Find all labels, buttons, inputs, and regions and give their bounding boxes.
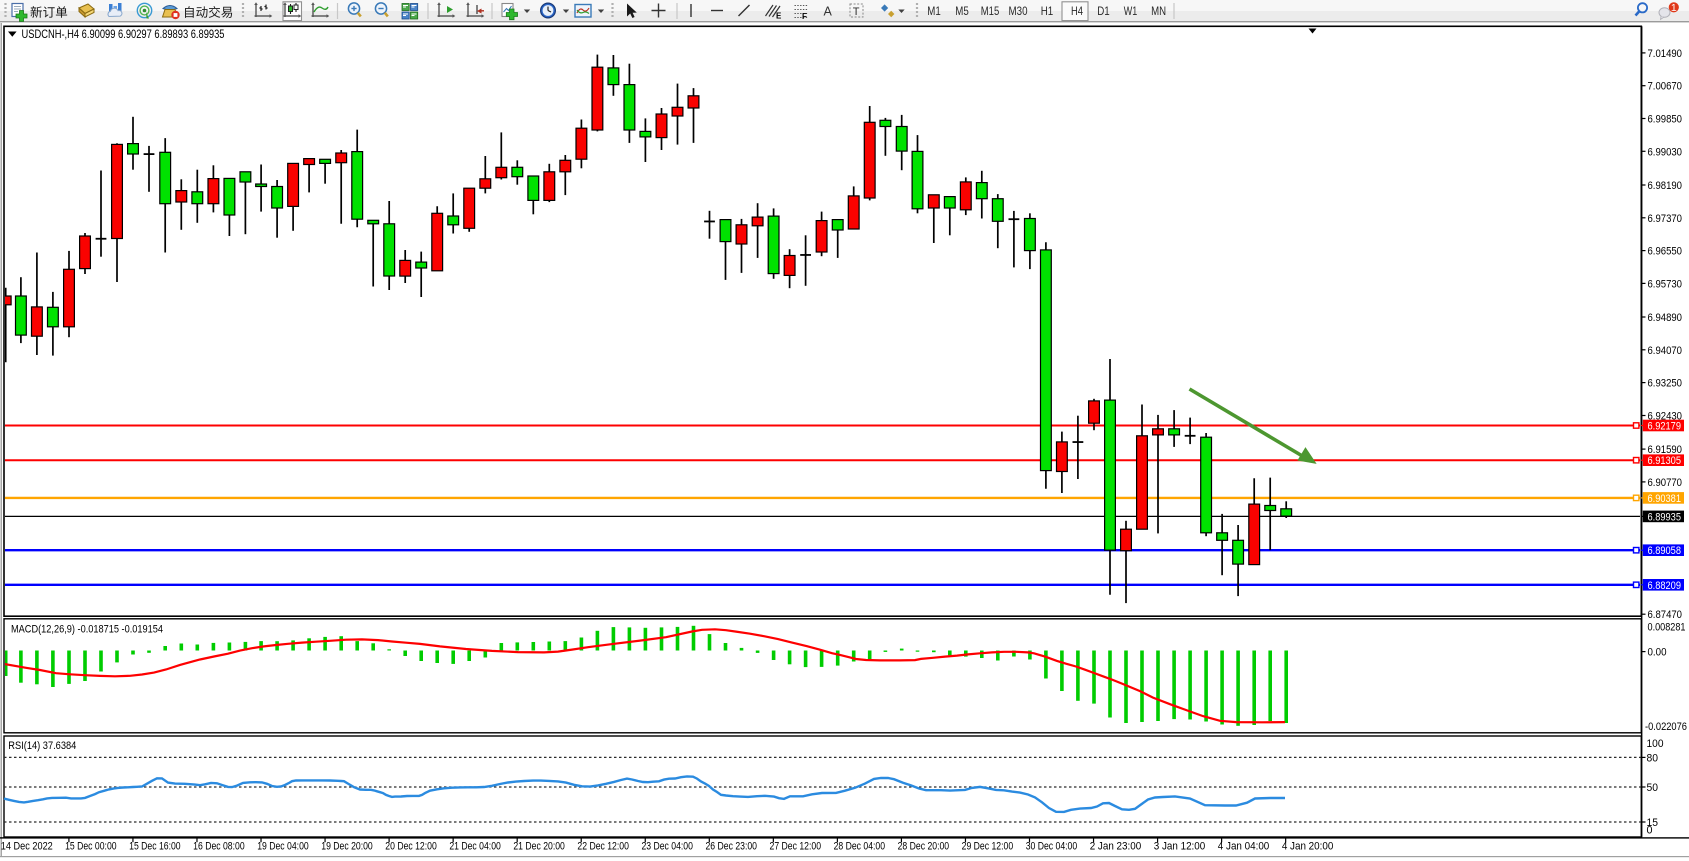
svg-text:3 Jan 12:00: 3 Jan 12:00 [1154, 840, 1206, 852]
svg-text:6.89058: 6.89058 [1648, 545, 1682, 557]
svg-text:50: 50 [1647, 782, 1659, 794]
svg-text:6.99030: 6.99030 [1648, 146, 1683, 158]
svg-text:6.91305: 6.91305 [1648, 455, 1682, 467]
svg-text:W1: W1 [1124, 4, 1138, 18]
svg-text:6.98190: 6.98190 [1648, 180, 1683, 192]
svg-text:6.88209: 6.88209 [1648, 580, 1682, 592]
svg-text:16 Dec 08:00: 16 Dec 08:00 [193, 840, 245, 852]
svg-text:MACD(12,26,9) -0.018715 -0.019: MACD(12,26,9) -0.018715 -0.019154 [11, 623, 163, 635]
svg-text:15 Dec 16:00: 15 Dec 16:00 [129, 840, 181, 852]
svg-text:14 Dec 2022: 14 Dec 2022 [1, 840, 53, 852]
svg-text:M30: M30 [1009, 4, 1028, 18]
svg-text:A: A [824, 5, 833, 19]
svg-text:7.01490: 7.01490 [1648, 48, 1683, 60]
svg-text:MN: MN [1151, 4, 1166, 18]
svg-text:21 Dec 04:00: 21 Dec 04:00 [449, 840, 501, 852]
svg-text:E: E [776, 12, 782, 21]
svg-text:21 Dec 20:00: 21 Dec 20:00 [513, 840, 565, 852]
svg-text:-0.022076: -0.022076 [1645, 721, 1687, 733]
svg-text:6.97370: 6.97370 [1648, 213, 1683, 225]
svg-text:1: 1 [1671, 2, 1677, 14]
svg-text:26 Dec 23:00: 26 Dec 23:00 [705, 840, 757, 852]
svg-text:19 Dec 04:00: 19 Dec 04:00 [257, 840, 309, 852]
svg-text:27 Dec 12:00: 27 Dec 12:00 [770, 840, 822, 852]
svg-text:6.92179: 6.92179 [1648, 421, 1682, 433]
svg-text:6.94890: 6.94890 [1648, 312, 1683, 324]
svg-text:RSI(14) 37.6384: RSI(14) 37.6384 [8, 740, 76, 752]
svg-text:6.89935: 6.89935 [1648, 511, 1682, 523]
svg-text:6.90770: 6.90770 [1648, 477, 1683, 489]
svg-text:30 Dec 04:00: 30 Dec 04:00 [1026, 840, 1078, 852]
svg-text:7.00670: 7.00670 [1648, 81, 1683, 93]
svg-text:23 Dec 04:00: 23 Dec 04:00 [641, 840, 693, 852]
svg-text:6.92430: 6.92430 [1648, 411, 1683, 423]
svg-text:F: F [802, 12, 807, 21]
svg-text:15 Dec 00:00: 15 Dec 00:00 [65, 840, 117, 852]
svg-text:6.95730: 6.95730 [1648, 278, 1683, 290]
svg-text:6.96550: 6.96550 [1648, 246, 1683, 258]
svg-text:4 Jan 04:00: 4 Jan 04:00 [1218, 840, 1270, 852]
svg-text:28 Dec 20:00: 28 Dec 20:00 [898, 840, 950, 852]
svg-text:USDCNH-,H4 6.90099 6.90297 6.: USDCNH-,H4 6.90099 6.90297 6.89893 6.899… [22, 28, 225, 41]
svg-text:D1: D1 [1097, 4, 1110, 18]
svg-text:0.008281: 0.008281 [1648, 622, 1686, 634]
svg-text:15: 15 [1647, 817, 1659, 829]
svg-text:6.94070: 6.94070 [1648, 345, 1683, 357]
svg-text:M5: M5 [955, 4, 969, 18]
svg-text:0.00: 0.00 [1648, 647, 1667, 659]
svg-text:M15: M15 [981, 4, 1000, 18]
svg-text:6.91590: 6.91590 [1648, 444, 1683, 456]
svg-text:0: 0 [1647, 825, 1653, 837]
svg-text:H4: H4 [1071, 4, 1083, 18]
svg-text:4 Jan 20:00: 4 Jan 20:00 [1282, 840, 1334, 852]
svg-text:T: T [853, 6, 860, 18]
svg-text:6.87470: 6.87470 [1648, 609, 1683, 621]
svg-text:6.99850: 6.99850 [1648, 114, 1683, 126]
svg-text:2 Jan 23:00: 2 Jan 23:00 [1090, 840, 1142, 852]
svg-text:M1: M1 [927, 4, 941, 18]
svg-text:6.90381: 6.90381 [1648, 493, 1682, 505]
svg-text:20 Dec 12:00: 20 Dec 12:00 [385, 840, 437, 852]
svg-text:100: 100 [1647, 738, 1664, 750]
svg-text:19 Dec 20:00: 19 Dec 20:00 [321, 840, 373, 852]
svg-text:80: 80 [1647, 752, 1659, 764]
svg-text:29 Dec 12:00: 29 Dec 12:00 [962, 840, 1014, 852]
svg-text:28 Dec 04:00: 28 Dec 04:00 [834, 840, 886, 852]
svg-text:H1: H1 [1041, 4, 1054, 18]
svg-text:6.93250: 6.93250 [1648, 378, 1683, 390]
svg-text:22 Dec 12:00: 22 Dec 12:00 [577, 840, 629, 852]
